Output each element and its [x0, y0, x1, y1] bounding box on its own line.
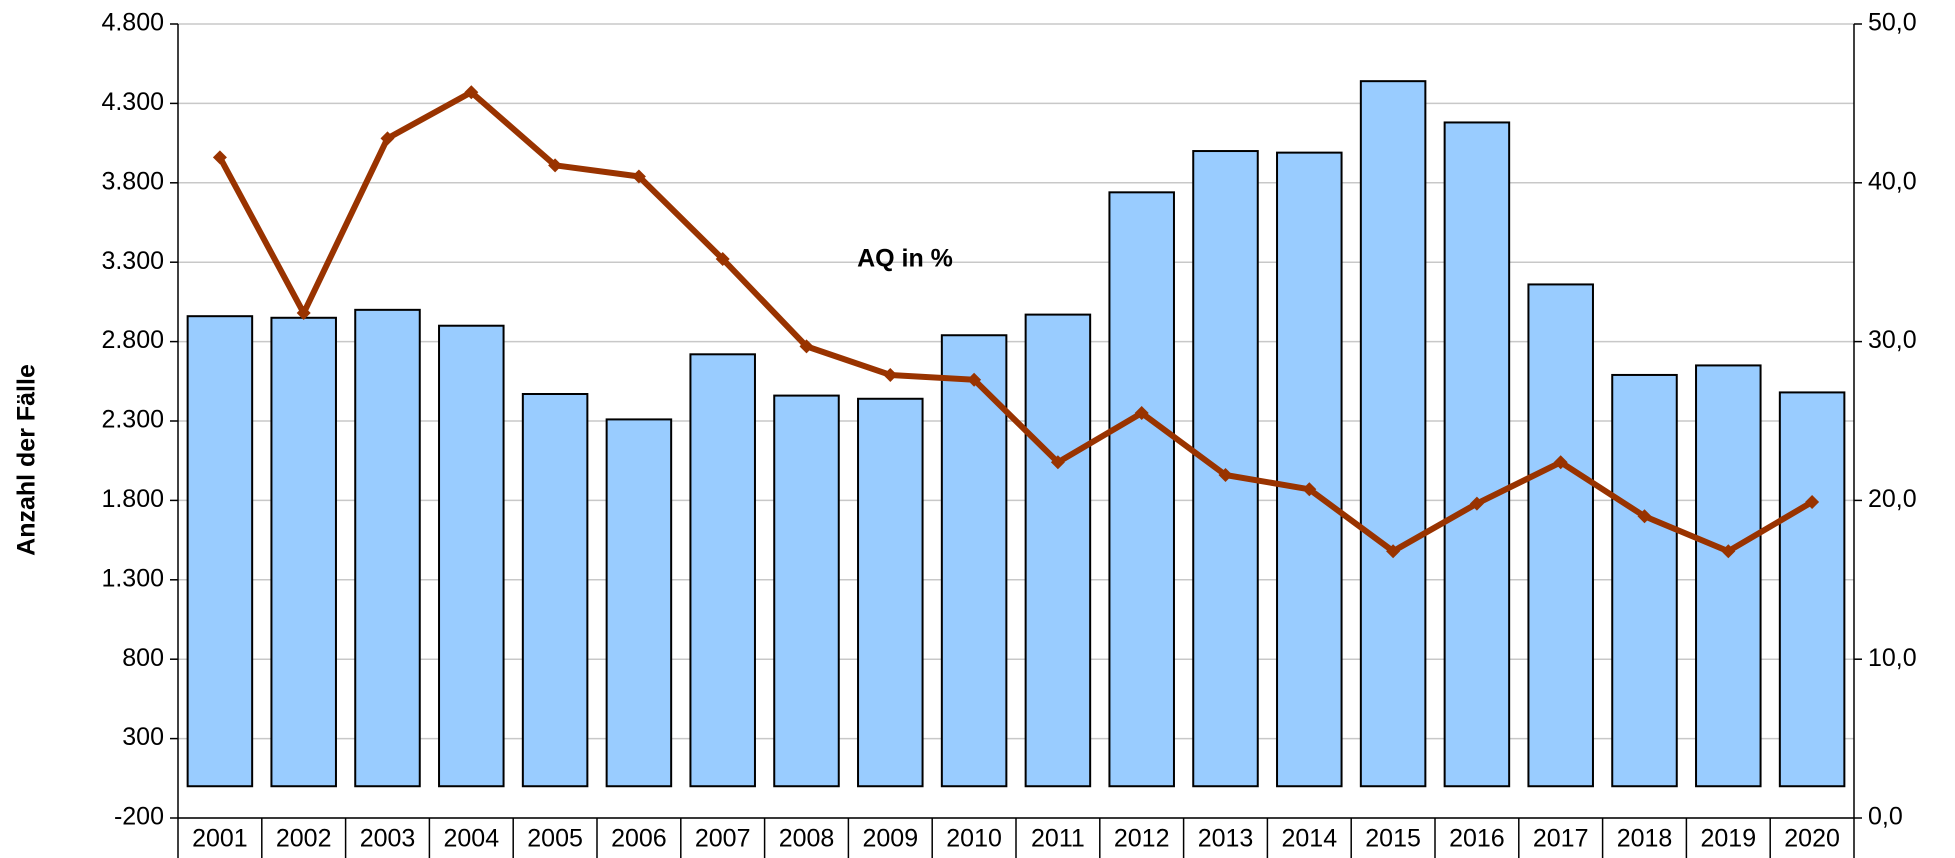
y2-tick-label: 20,0: [1868, 485, 1917, 513]
bar: [1443, 121, 1511, 788]
y-tick-label: 2.300: [101, 406, 164, 434]
x-tick-label: 2001: [192, 825, 248, 853]
line-marker: [1805, 494, 1820, 509]
y-tick-label: 1.300: [101, 564, 164, 592]
bar: [1611, 373, 1678, 788]
y-tick-label: 3.300: [101, 247, 164, 275]
x-tick-label: 2014: [1281, 825, 1337, 853]
y2-tick-label: 30,0: [1868, 326, 1917, 354]
y-axis-label: Anzahl der Fälle: [13, 364, 41, 556]
line-marker: [1721, 544, 1736, 559]
bar: [1024, 313, 1092, 788]
x-tick-label: 2005: [527, 825, 583, 853]
bar: [186, 315, 254, 788]
line-marker: [1302, 482, 1317, 497]
bar: [1527, 283, 1594, 788]
x-tick-label: 2010: [946, 825, 1002, 853]
x-tick-label: 2012: [1114, 825, 1170, 853]
x-tick-label: 2009: [862, 825, 918, 853]
y2-tick-label: 10,0: [1868, 644, 1917, 672]
bar: [354, 308, 421, 788]
line-marker: [1553, 455, 1568, 470]
bar: [857, 397, 924, 788]
line-marker: [715, 252, 730, 267]
x-tick-label: 2008: [779, 825, 835, 853]
bar: [1108, 191, 1175, 788]
y-tick-label: 1.800: [101, 485, 164, 513]
bar: [1359, 80, 1427, 788]
x-tick-label: 2017: [1533, 825, 1589, 853]
line-marker: [799, 339, 814, 354]
bar: [1276, 151, 1343, 788]
y2-tick-label: 0,0: [1868, 803, 1903, 831]
bar: [270, 316, 337, 788]
y-tick-label: 2.800: [101, 326, 164, 354]
line: [217, 89, 1814, 555]
x-tick-label: 2020: [1784, 825, 1840, 853]
line-marker: [548, 158, 563, 173]
y-tick-label: 4.300: [101, 88, 164, 116]
line-marker: [1637, 509, 1652, 524]
x-tick-label: 2019: [1700, 825, 1756, 853]
line-marker: [380, 131, 395, 146]
line-marker: [1134, 406, 1149, 421]
y-tick-label: 3.800: [101, 167, 164, 195]
x-tick-label: 2016: [1449, 825, 1505, 853]
x-tick-label: 2002: [276, 825, 332, 853]
x-tick-label: 2011: [1031, 825, 1085, 853]
line-marker: [296, 306, 311, 321]
annotation: AQ in %: [857, 245, 953, 273]
x-tick-label: 2003: [360, 825, 416, 853]
y-tick-label: 800: [122, 644, 164, 672]
line-marker: [1469, 496, 1484, 511]
line-marker: [464, 85, 479, 100]
line-marker: [1386, 544, 1401, 559]
y2-tick-label: 40,0: [1868, 167, 1917, 195]
line-marker: [1050, 455, 1065, 470]
bar: [940, 334, 1008, 788]
y-tick-label: -200: [114, 803, 164, 831]
line-marker: [212, 150, 227, 165]
bar: [605, 418, 673, 788]
bar: [1695, 364, 1762, 788]
line-marker: [631, 169, 646, 184]
line-marker: [967, 372, 982, 387]
bar: [521, 393, 589, 788]
x-tick-label: 2004: [443, 825, 499, 853]
y-tick-label: 300: [122, 723, 164, 751]
line-marker: [1218, 467, 1233, 482]
bar: [1778, 391, 1846, 788]
x-tick-label: 2006: [611, 825, 667, 853]
y-tick-label: 4.800: [101, 9, 164, 37]
y2-tick-label: 50,0: [1868, 9, 1917, 37]
x-tick-label: 2018: [1617, 825, 1673, 853]
bar: [689, 353, 756, 788]
x-tick-label: 2015: [1365, 825, 1421, 853]
bar: [773, 394, 840, 788]
bar: [438, 324, 505, 788]
x-tick-label: 2013: [1198, 825, 1254, 853]
line-marker: [883, 367, 898, 382]
x-tick-label: 2007: [695, 825, 751, 853]
